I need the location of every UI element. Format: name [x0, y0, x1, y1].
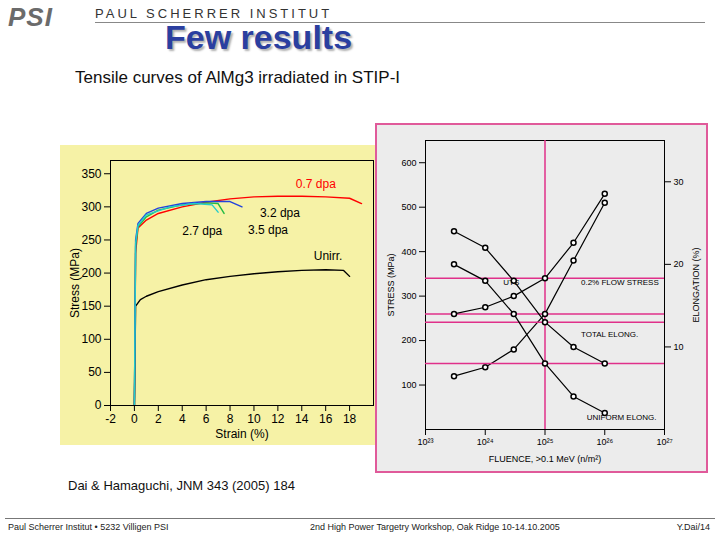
svg-text:150: 150: [81, 299, 101, 313]
svg-text:14: 14: [295, 412, 309, 426]
svg-text:500: 500: [401, 202, 416, 212]
svg-text:30: 30: [674, 177, 684, 187]
svg-text:4: 4: [179, 412, 186, 426]
svg-text:0.7 dpa: 0.7 dpa: [296, 177, 336, 191]
svg-text:10²³: 10²³: [417, 437, 433, 447]
svg-text:600: 600: [401, 158, 416, 168]
svg-text:0.2% FLOW STRESS: 0.2% FLOW STRESS: [581, 278, 659, 287]
html-text:Paul Scherrer Institut • 5232: Paul Scherrer Institut • 5232 Villigen P…: [8, 522, 169, 532]
svg-text:STRESS (MPa): STRESS (MPa): [386, 253, 396, 316]
svg-text:200: 200: [81, 266, 101, 280]
svg-text:250: 250: [81, 233, 101, 247]
html-text:Few results: Few results: [165, 18, 353, 56]
svg-text:TOTAL ELONG.: TOTAL ELONG.: [581, 330, 638, 339]
html-text:PAUL SCHERRER INSTITUT: PAUL SCHERRER INSTITUT: [95, 6, 333, 21]
svg-text:10²⁵: 10²⁵: [537, 437, 554, 447]
svg-text:3.5 dpa: 3.5 dpa: [248, 223, 288, 237]
svg-text:-2: -2: [105, 412, 116, 426]
svg-text:3.2 dpa: 3.2 dpa: [260, 206, 300, 220]
svg-text:10²⁴: 10²⁴: [477, 437, 494, 447]
svg-text:0: 0: [131, 412, 138, 426]
html-text:Dai & Hamaguchi, JNM 343 (2005: Dai & Hamaguchi, JNM 343 (2005) 184: [68, 478, 295, 493]
svg-text:2.7 dpa: 2.7 dpa: [182, 224, 222, 238]
html-text:PSI: PSI: [8, 2, 53, 32]
svg-text:12: 12: [271, 412, 285, 426]
svg-text:Unirr.: Unirr.: [314, 249, 343, 263]
svg-text:350: 350: [81, 167, 101, 181]
svg-text:10: 10: [247, 412, 261, 426]
svg-text:10²⁷: 10²⁷: [656, 437, 672, 447]
svg-text:2: 2: [155, 412, 162, 426]
svg-text:ELONGATION (%): ELONGATION (%): [691, 248, 701, 323]
svg-text:6: 6: [203, 412, 210, 426]
svg-text:50: 50: [88, 365, 102, 379]
html-text:2nd High Power Targetry Worksh: 2nd High Power Targetry Workshop, Oak Ri…: [310, 522, 560, 532]
svg-text:UTS: UTS: [503, 278, 519, 287]
svg-text:100: 100: [401, 380, 416, 390]
svg-text:FLUENCE, >0.1 MeV (n/m²): FLUENCE, >0.1 MeV (n/m²): [489, 454, 601, 464]
svg-text:Strain (%): Strain (%): [215, 427, 268, 441]
svg-text:8: 8: [227, 412, 234, 426]
svg-text:10²⁶: 10²⁶: [596, 437, 613, 447]
svg-text:100: 100: [81, 332, 101, 346]
svg-text:Stress (MPa): Stress (MPa): [68, 248, 82, 318]
svg-text:20: 20: [674, 259, 684, 269]
svg-text:300: 300: [401, 291, 416, 301]
svg-text:UNIFORM ELONG.: UNIFORM ELONG.: [587, 413, 657, 422]
svg-text:200: 200: [401, 335, 416, 345]
svg-text:0: 0: [95, 398, 102, 412]
svg-text:18: 18: [343, 412, 357, 426]
html-text:Tensile curves of AlMg3 irradi: Tensile curves of AlMg3 irradiated in ST…: [75, 68, 400, 87]
svg-text:400: 400: [401, 247, 416, 257]
svg-text:300: 300: [81, 200, 101, 214]
html-text:Y.Dai/14: Y.Dai/14: [676, 522, 710, 532]
svg-text:10: 10: [674, 342, 684, 352]
svg-text:16: 16: [319, 412, 333, 426]
